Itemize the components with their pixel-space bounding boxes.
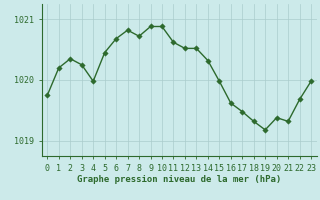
- X-axis label: Graphe pression niveau de la mer (hPa): Graphe pression niveau de la mer (hPa): [77, 175, 281, 184]
